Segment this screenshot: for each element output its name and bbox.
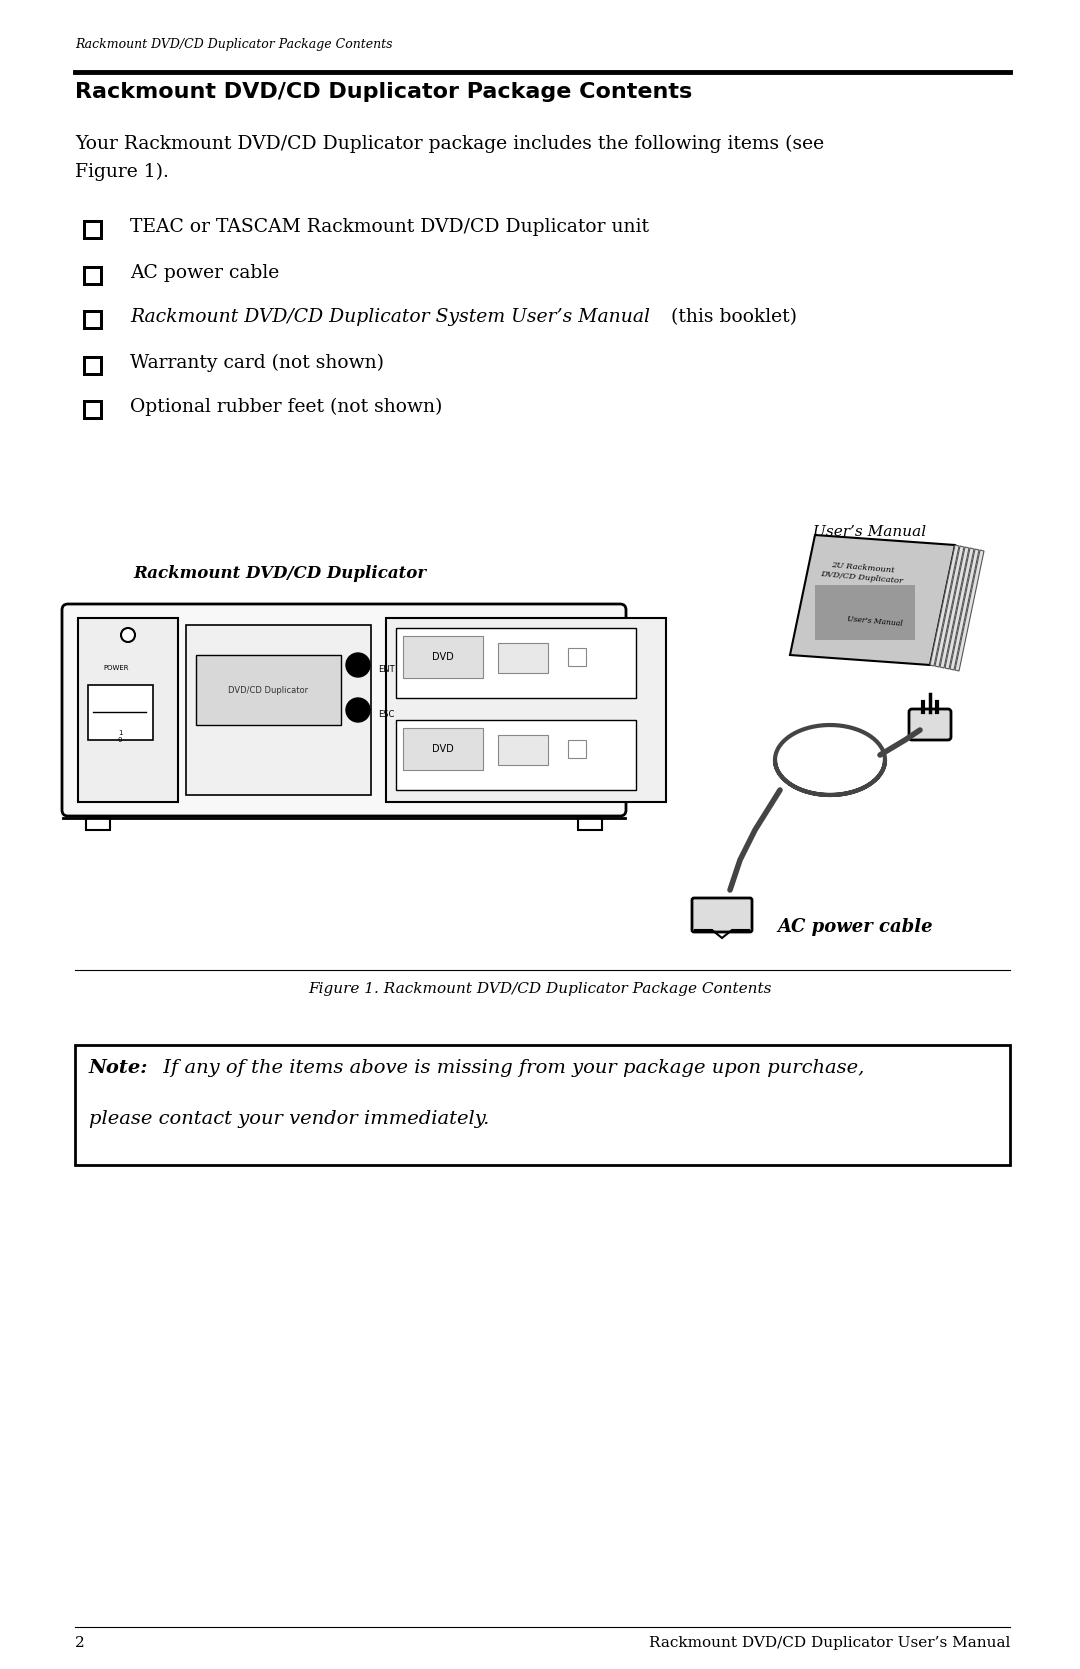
Text: User’s Manual: User’s Manual: [813, 526, 927, 539]
Circle shape: [121, 628, 135, 643]
Bar: [86, 224, 100, 237]
Text: POWER: POWER: [103, 664, 129, 671]
FancyBboxPatch shape: [909, 709, 951, 739]
Text: DVD: DVD: [432, 653, 454, 663]
Bar: [86, 314, 100, 327]
Text: Figure 1).: Figure 1).: [75, 164, 168, 182]
Bar: [75, 1045, 1010, 1165]
Bar: [195, 654, 341, 724]
Bar: [568, 648, 586, 666]
Bar: [403, 728, 483, 769]
Text: DVD: DVD: [432, 744, 454, 754]
Polygon shape: [945, 547, 974, 669]
Polygon shape: [935, 546, 964, 668]
Text: DVD/CD Duplicator: DVD/CD Duplicator: [228, 686, 308, 694]
Text: 2: 2: [75, 1636, 84, 1651]
Bar: [83, 310, 103, 330]
Text: Rackmount DVD/CD Duplicator: Rackmount DVD/CD Duplicator: [134, 566, 427, 582]
Circle shape: [346, 653, 370, 678]
Bar: [498, 734, 548, 764]
Bar: [83, 401, 103, 421]
Text: ENT: ENT: [378, 664, 394, 674]
Text: please contact your vendor immediately.: please contact your vendor immediately.: [89, 1110, 489, 1128]
Text: Warranty card (not shown): Warranty card (not shown): [130, 354, 384, 372]
Text: 2U Rackmount
DVD/CD Duplicator: 2U Rackmount DVD/CD Duplicator: [820, 561, 904, 586]
Bar: [87, 684, 153, 739]
Text: (this booklet): (this booklet): [665, 309, 797, 325]
Text: ESC: ESC: [378, 709, 394, 718]
Text: User's Manual: User's Manual: [847, 614, 903, 628]
Text: Rackmount DVD/CD Duplicator System User’s Manual: Rackmount DVD/CD Duplicator System User’…: [130, 309, 650, 325]
Bar: [83, 265, 103, 285]
Bar: [396, 719, 636, 789]
Text: AC power cable: AC power cable: [778, 918, 933, 936]
Text: Optional rubber feet (not shown): Optional rubber feet (not shown): [130, 397, 443, 416]
Bar: [568, 739, 586, 758]
Text: TEAC or TASCAM Rackmount DVD/CD Duplicator unit: TEAC or TASCAM Rackmount DVD/CD Duplicat…: [130, 219, 649, 235]
Text: AC power cable: AC power cable: [130, 264, 280, 282]
Bar: [186, 624, 372, 794]
Text: Rackmount DVD/CD Duplicator User’s Manual: Rackmount DVD/CD Duplicator User’s Manua…: [649, 1636, 1010, 1651]
Polygon shape: [930, 546, 959, 666]
Polygon shape: [940, 547, 969, 668]
Polygon shape: [789, 536, 955, 664]
Text: Rackmount DVD/CD Duplicator Package Contents: Rackmount DVD/CD Duplicator Package Cont…: [75, 82, 692, 102]
Bar: [386, 618, 666, 803]
Bar: [815, 586, 915, 639]
Bar: [86, 359, 100, 372]
Polygon shape: [955, 551, 984, 671]
Bar: [78, 618, 178, 803]
Bar: [578, 818, 602, 829]
Bar: [86, 818, 110, 829]
Text: Your Rackmount DVD/CD Duplicator package includes the following items (see: Your Rackmount DVD/CD Duplicator package…: [75, 135, 824, 154]
Polygon shape: [950, 549, 978, 669]
Bar: [83, 220, 103, 240]
Text: Rackmount DVD/CD Duplicator Package Contents: Rackmount DVD/CD Duplicator Package Cont…: [75, 38, 392, 52]
Circle shape: [346, 698, 370, 723]
Text: Note:: Note:: [89, 1060, 149, 1077]
Text: If any of the items above is missing from your package upon purchase,: If any of the items above is missing fro…: [157, 1060, 864, 1077]
Text: 1
0: 1 0: [118, 729, 122, 743]
Bar: [86, 402, 100, 417]
Text: Figure 1. Rackmount DVD/CD Duplicator Package Contents: Figure 1. Rackmount DVD/CD Duplicator Pa…: [308, 981, 772, 996]
Bar: [498, 643, 548, 673]
FancyBboxPatch shape: [62, 604, 626, 816]
Bar: [86, 269, 100, 284]
Bar: [83, 355, 103, 376]
Bar: [396, 628, 636, 698]
FancyBboxPatch shape: [692, 898, 752, 931]
Bar: [403, 636, 483, 678]
